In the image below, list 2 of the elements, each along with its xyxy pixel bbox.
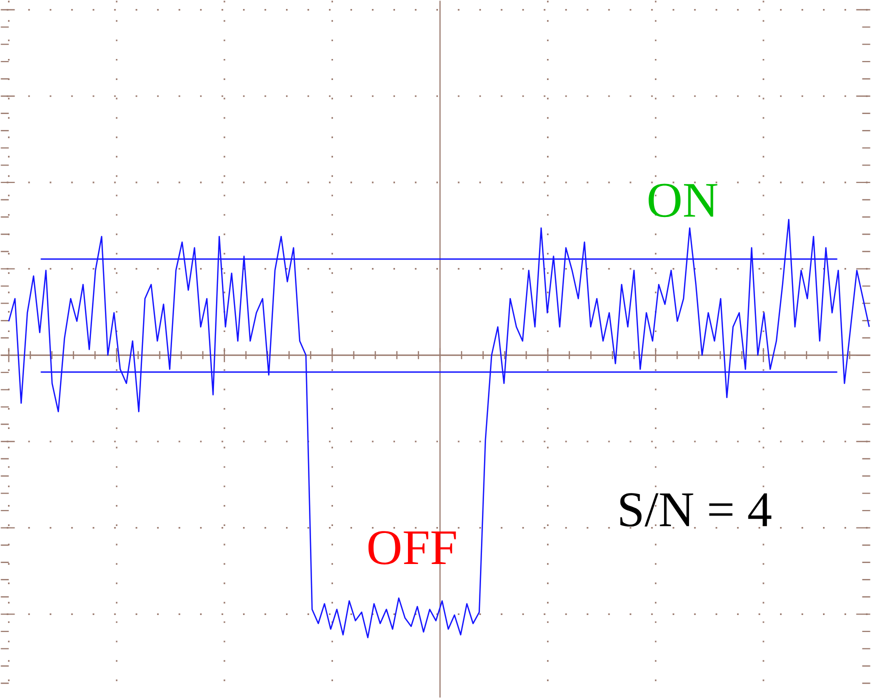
annotation: S/N = 4	[620, 492, 772, 526]
text: ON	[648, 184, 718, 217]
